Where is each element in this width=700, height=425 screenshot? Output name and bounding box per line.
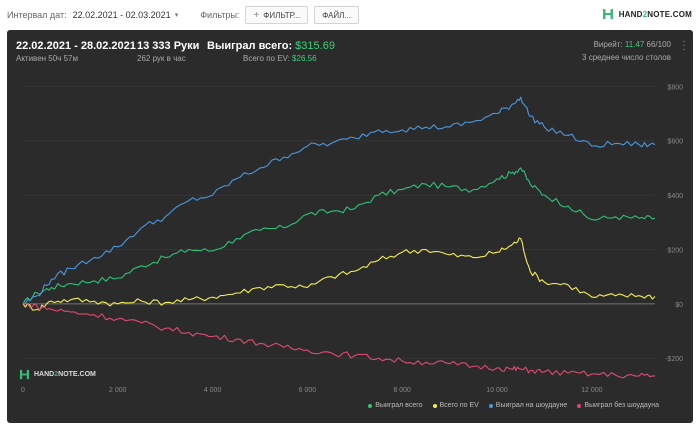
series-line-4: [22, 303, 656, 379]
ev-total: Всего по EV: $26.56: [243, 54, 317, 63]
ev-total-value: $26.56: [292, 54, 317, 63]
watermark-pre: HAND: [34, 371, 55, 378]
hand2note-logo-icon: [602, 9, 613, 19]
legend-item-4[interactable]: Выиграл без шоудауна: [577, 402, 659, 409]
x-tick-label: 2 000: [109, 387, 127, 394]
x-tick-label: 12 000: [581, 387, 603, 394]
brand-text-two: 2: [642, 9, 648, 19]
avg-tables: 3 среднее число столов: [582, 53, 671, 62]
chevron-down-icon[interactable]: ▾: [174, 12, 179, 19]
legend-label: Всего по EV: [439, 402, 479, 409]
x-tick-label: 4 000: [204, 387, 222, 394]
legend-dot: [577, 403, 582, 408]
legend-item-3[interactable]: Выиграл на шоудауне: [488, 402, 568, 409]
date-interval-selector[interactable]: 22.02.2021 - 02.03.2021: [72, 10, 171, 20]
active-time: Активен 50ч 57м: [16, 54, 78, 63]
add-filter-label: ФИЛЬТР...: [263, 10, 301, 20]
legend-label: Выиграл без шоудауна: [584, 402, 659, 409]
hands-count: 13 333 Руки: [137, 40, 200, 52]
filter-toolbar: Интервал дат: 22.02.2021 - 02.03.2021 ▾ …: [0, 0, 700, 30]
brand-logo[interactable]: HAND 2 NOTE.COM: [602, 8, 692, 20]
winrate-value: 11.47: [624, 40, 645, 49]
results-graph: -$200 $0 $200 $400 $600 $800 0 2 000 4 000 6 000 8…: [21, 84, 683, 394]
total-won: Выиграл всего: $315.69: [207, 40, 335, 52]
series-line-1: [22, 167, 656, 305]
chart-legend: Выиграл всего Всего по EV Выиграл на шоуда…: [368, 402, 659, 409]
winrate-stat: Вирейт: 11.47 66/100: [594, 40, 671, 49]
y-tick-label: -$200: [665, 356, 683, 363]
hand2note-logo-icon: [19, 369, 30, 380]
winrate-label: Вирейт:: [593, 40, 623, 49]
date-interval-label: Интервал дат:: [7, 10, 67, 20]
x-tick-label: 8 000: [393, 387, 411, 394]
watermark-two: 2: [54, 371, 59, 378]
series-line-3: [22, 96, 656, 305]
ev-total-label: Всего по EV:: [243, 54, 290, 63]
winrate-extra: 66/100: [646, 40, 671, 49]
session-date-range: 22.02.2021 - 28.02.2021: [16, 40, 136, 52]
brand-text-post: NOTE.COM: [647, 9, 692, 19]
legend-item-1[interactable]: Выиграл всего: [368, 402, 423, 409]
y-tick-label: $0: [675, 302, 683, 309]
x-tick-label: 6 000: [299, 387, 317, 394]
legend-dot: [432, 403, 437, 408]
legend-label: Выиграл на шоудауне: [495, 402, 568, 409]
watermark-post: NOTE.COM: [58, 371, 96, 378]
legend-dot: [488, 403, 493, 408]
legend-label: Выиграл всего: [375, 402, 423, 409]
y-tick-label: $800: [667, 84, 683, 91]
plus-icon: +: [253, 9, 260, 21]
y-tick-label: $200: [667, 247, 683, 254]
legend-item-2[interactable]: Всего по EV: [432, 402, 479, 409]
y-tick-label: $400: [667, 193, 683, 200]
y-tick-label: $600: [667, 139, 683, 146]
file-button-label: ФАЙЛ...: [322, 10, 352, 20]
file-button[interactable]: ФАЙЛ...: [314, 6, 360, 24]
x-tick-label: 10 000: [486, 387, 508, 394]
graph-panel: 22.02.2021 - 28.02.2021 Активен 50ч 57м …: [7, 30, 693, 423]
filters-label: Фильтры:: [200, 10, 240, 20]
total-won-value: $315.69: [295, 40, 335, 52]
total-won-label: Выиграл всего:: [207, 40, 293, 52]
brand-text-pre: HAND: [618, 9, 643, 19]
x-tick-label: 0: [21, 387, 25, 394]
add-filter-button[interactable]: + ФИЛЬТР...: [245, 6, 309, 24]
hands-per-hour: 262 рук в час: [137, 54, 186, 63]
watermark: HAND 2 NOTE.COM: [19, 369, 96, 380]
series-line-2: [22, 237, 656, 311]
legend-dot: [368, 403, 373, 408]
more-options-icon[interactable]: · · ·: [682, 36, 686, 55]
